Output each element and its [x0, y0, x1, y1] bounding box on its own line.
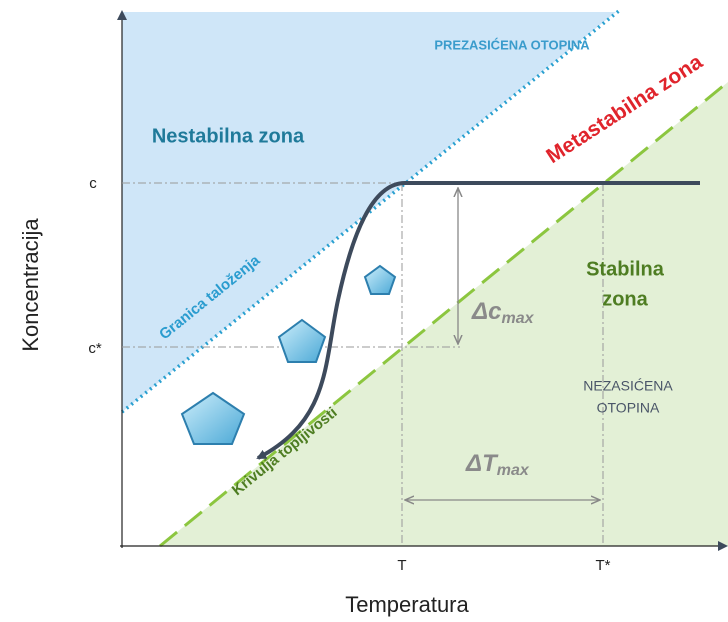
x-tick-label: T*	[596, 557, 611, 574]
unsaturated-label: NEZASIĆENA	[583, 378, 673, 394]
stable-label: Stabilna	[586, 258, 665, 280]
unstable-label: Nestabilna zona	[152, 125, 305, 147]
supersaturated-label: PREZASIĆENA OTOPINA	[434, 37, 590, 52]
y-tick-label: c*	[88, 340, 102, 357]
stable-label: zona	[602, 288, 648, 310]
crystals	[180, 264, 397, 445]
y-tick-label: c	[89, 175, 97, 192]
x-axis-title: Temperatura	[345, 592, 469, 617]
x-tick-label: T	[397, 557, 406, 574]
solubility-line	[159, 80, 728, 548]
unsaturated-label: OTOPINA	[597, 400, 660, 416]
y-axis-title: Koncentracija	[18, 218, 43, 352]
guides	[122, 182, 604, 546]
delta-c-label: Δcmax	[471, 298, 535, 327]
delta-t-label: ΔTmax	[465, 450, 530, 479]
process-curve	[256, 181, 700, 460]
